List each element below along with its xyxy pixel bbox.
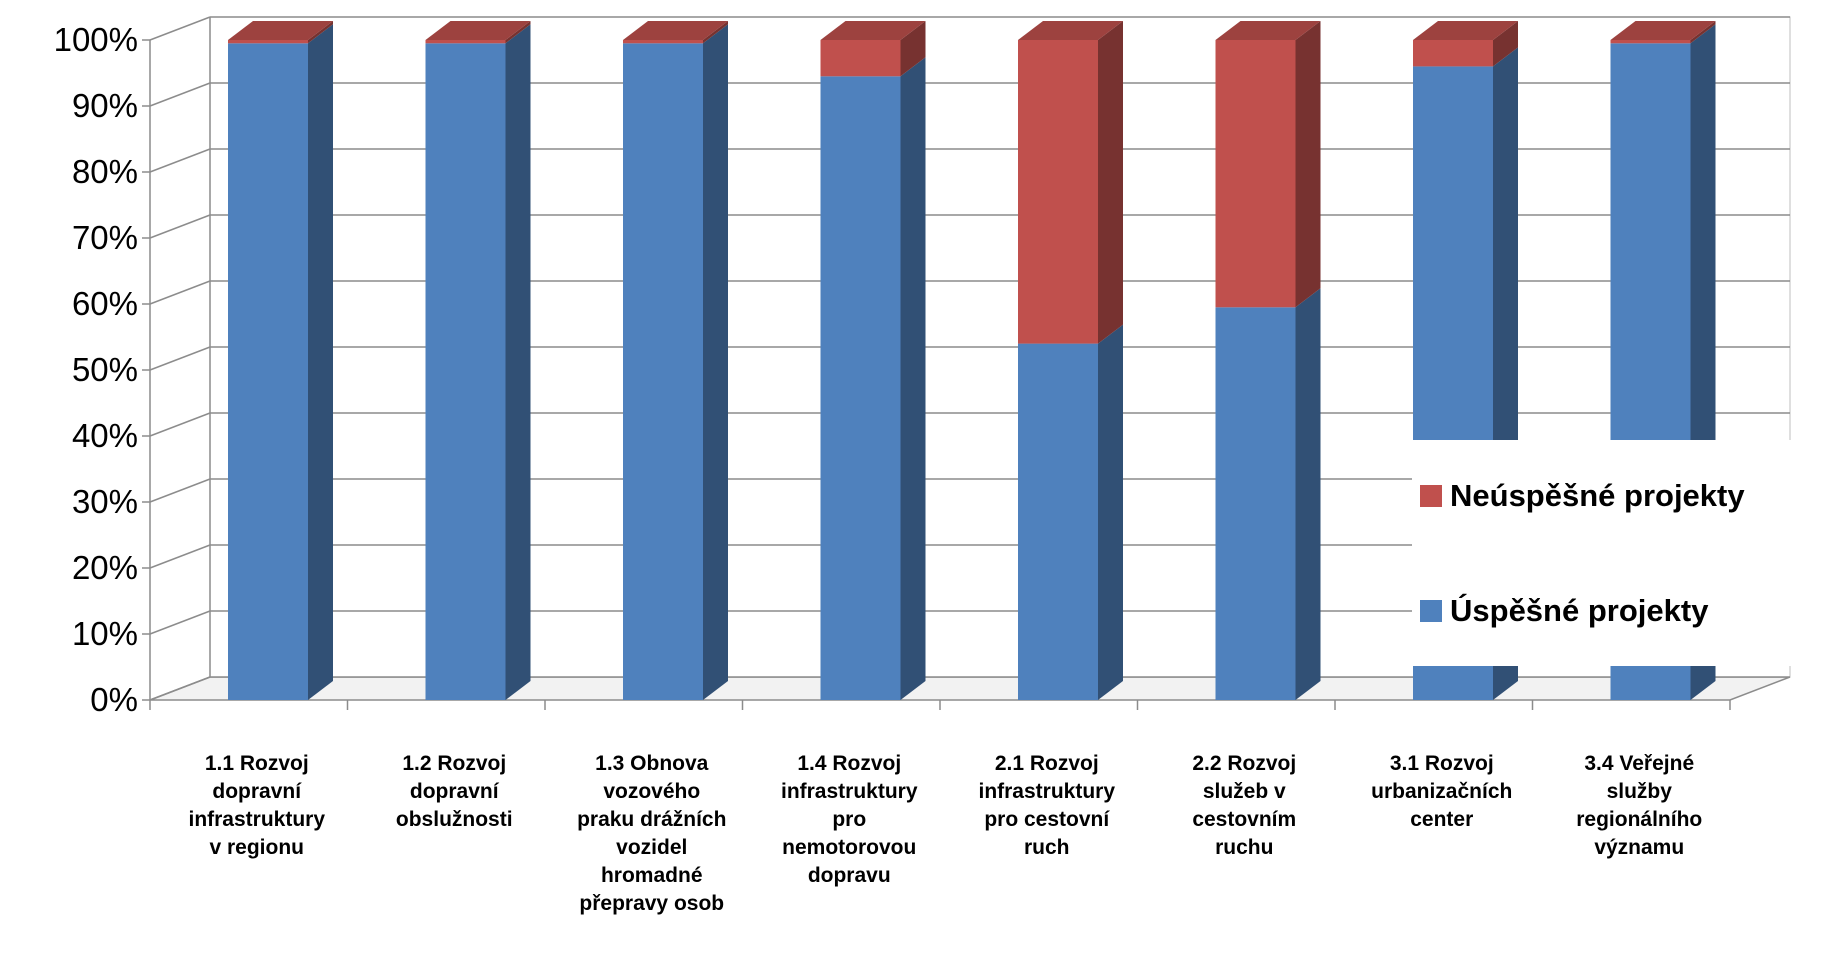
y-tick-label: 90% <box>72 87 138 124</box>
bar-side <box>1098 325 1123 700</box>
bar-side <box>1098 21 1123 344</box>
bar-front <box>426 40 506 43</box>
x-category-label: 1.1 Rozvoj dopravní infrastruktury v region… <box>188 752 325 859</box>
y-tick-label: 70% <box>72 219 138 256</box>
bar-front <box>1018 40 1098 344</box>
bar-front <box>821 40 901 76</box>
bar-segment <box>821 21 926 76</box>
gridline-side <box>150 611 210 634</box>
y-tick-label: 50% <box>72 351 138 388</box>
legend-swatch <box>1420 600 1442 622</box>
y-axis-ticks: 0% 10% 20% 30% 40% 50% 60% 70% 80% 90% 100% <box>54 21 138 718</box>
legend-label: Neúspěšné projekty <box>1450 478 1745 513</box>
gridline-side <box>150 83 210 106</box>
bar-front <box>228 43 308 700</box>
bar-segment <box>228 24 333 700</box>
y-tick-label: 80% <box>72 153 138 190</box>
bar-segment <box>623 24 728 700</box>
bar-front <box>1611 40 1691 43</box>
bar-side <box>703 24 728 700</box>
bar-segment <box>1018 325 1123 700</box>
gridline-side <box>150 149 210 172</box>
gridline-side <box>150 413 210 436</box>
legend-swatch <box>1420 485 1442 507</box>
bar-side <box>1296 21 1321 307</box>
bar-front <box>821 76 901 700</box>
bar-side <box>506 24 531 700</box>
y-tick-label: 0% <box>90 681 138 718</box>
legend-label: Úspěšné projekty <box>1450 592 1709 628</box>
y-tick-label: 10% <box>72 615 138 652</box>
gridline-side <box>150 479 210 502</box>
bar-front <box>623 43 703 700</box>
gridline-side <box>150 347 210 370</box>
bar-side <box>901 57 926 700</box>
x-category-label: 1.4 Rozvoj infrastruktury pro nemotorovou do… <box>781 752 918 887</box>
bar-front <box>426 43 506 700</box>
bar-segment <box>1018 21 1123 344</box>
x-axis-labels: 1.1 Rozvoj dopravní infrastruktury v region… <box>188 752 1702 915</box>
bar-front <box>228 40 308 43</box>
gridline-side <box>150 281 210 304</box>
y-tick-label: 20% <box>72 549 138 586</box>
y-tick-label: 40% <box>72 417 138 454</box>
y-tick-label: 100% <box>54 21 138 58</box>
legend-box <box>1412 440 1845 666</box>
bar-front <box>1018 344 1098 700</box>
y-tick-label: 60% <box>72 285 138 322</box>
gridline-side <box>150 545 210 568</box>
bar-front <box>623 40 703 43</box>
x-category-label: 3.1 Rozvoj urbanizačních center <box>1371 752 1512 831</box>
bar-side <box>1296 288 1321 700</box>
chart-floor <box>150 677 1790 700</box>
x-category-label: 3.4 Veřejné služby regionálního významu <box>1576 752 1702 859</box>
x-category-label: 1.2 Rozvoj dopravní obslužnosti <box>396 752 513 831</box>
x-category-label: 1.3 Obnova vozového praku drážních vozidel h… <box>577 752 726 915</box>
x-category-label: 2.2 Rozvoj služeb v cestovním ruchu <box>1192 752 1296 859</box>
bar-side <box>308 24 333 700</box>
bar-segment <box>1216 288 1321 700</box>
bar-segment <box>426 24 531 700</box>
gridline-side <box>150 215 210 238</box>
y-tick-label: 30% <box>72 483 138 520</box>
bar-front <box>1216 40 1296 307</box>
bar-segment <box>1216 21 1321 307</box>
legend: Neúspěšné projekty Úspěšné projekty <box>1412 440 1845 666</box>
bar-segment <box>821 57 926 700</box>
gridline-side <box>150 17 210 40</box>
x-category-label: 2.1 Rozvoj infrastruktury pro cestovní ruch <box>978 752 1115 859</box>
floor-plane <box>150 677 1790 700</box>
bar-front <box>1216 307 1296 700</box>
bar-front <box>1413 40 1493 66</box>
